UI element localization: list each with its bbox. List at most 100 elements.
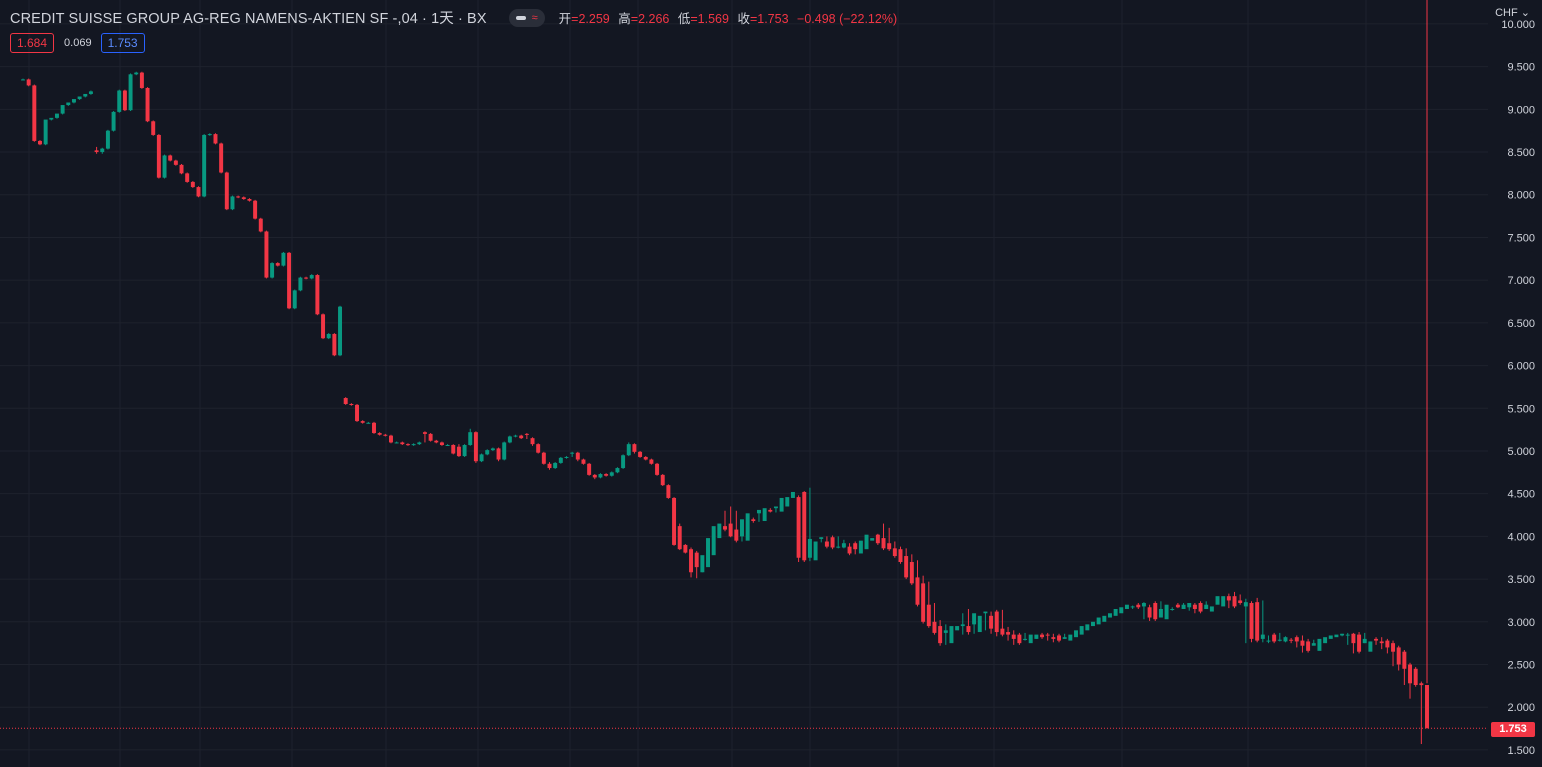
candle-body [173,160,178,165]
candle-body [1391,643,1396,652]
candle-body [32,85,37,141]
candle-body [83,93,88,97]
visibility-toggle[interactable]: ≈ [508,8,545,27]
y-tick-label: 2.500 [1507,660,1535,672]
candle-body [326,333,331,339]
candle-body [1328,635,1333,639]
close-label: 收 [737,12,750,26]
candle-body [411,444,416,446]
candle-body [360,421,365,423]
candle-body [864,534,869,550]
candle-body [1192,604,1197,609]
candle-body [989,615,994,629]
candle-body [1306,641,1311,651]
candle-body [1147,607,1152,618]
candle-body [1040,634,1045,638]
candle-body [1419,683,1424,686]
candle-body [609,472,614,476]
candle-body [343,398,348,404]
candle-body [105,130,110,149]
candle-body [1345,634,1350,636]
candle-body [1175,604,1180,608]
candle-body [77,96,82,100]
candle-body [1226,596,1231,601]
candle-body [1362,638,1367,644]
candle-body [281,252,286,266]
candle-body [1413,668,1418,686]
buy-price-button[interactable]: 1.753 [100,33,145,53]
candle-body [717,523,722,539]
candle-body [507,436,512,443]
candle-body [1243,602,1248,607]
candle-body [1091,621,1095,627]
candle-body [1323,637,1328,644]
candle-body [156,134,161,178]
candle-body [1045,634,1050,636]
candle-body [672,497,677,545]
candle-body [756,509,761,514]
candle-body [513,435,518,437]
candle-body [972,613,977,625]
currency-selector[interactable]: CHF ⌄ [1495,6,1530,19]
eye-icon[interactable] [515,15,526,20]
candle-body [779,497,784,512]
candle-body [1074,630,1078,638]
candle-body [1266,640,1271,642]
candle-body [1181,604,1186,609]
candle-body [955,626,960,631]
y-tick-label: 4.000 [1507,531,1535,543]
candle-body [1289,639,1294,641]
candle-body [71,99,76,103]
sell-price-button[interactable]: 1.684 [10,33,55,53]
candle-body [819,537,824,539]
candle-body [1113,608,1118,616]
candle-body [949,626,954,644]
candle-body [519,435,524,439]
candle-body [870,538,875,541]
open-value: =2.259 [571,12,610,26]
candle-body [762,508,767,522]
candle-body [451,444,456,454]
low-label: 低 [677,12,691,26]
candle-body [405,444,410,446]
candle-body [983,611,988,614]
candle-body [836,546,841,548]
candle-body [456,446,461,457]
candle-body [490,448,495,451]
candle-body [887,543,892,550]
y-tick-label: 10.000 [1501,19,1535,31]
candle-body [921,583,926,622]
candle-body [1136,604,1141,608]
candle-body [1107,613,1112,618]
candle-body [1215,596,1220,605]
candle-body [1062,637,1067,639]
candle-body [1034,634,1039,639]
candle-body [660,474,665,486]
candle-body [54,113,59,118]
wave-icon[interactable]: ≈ [531,11,538,24]
candle-body [830,537,835,548]
open-label: 开 [558,12,572,26]
bid-ask-badges: 1.684 0.069 1.753 [10,33,145,53]
y-tick-label: 9.500 [1507,62,1535,74]
candle-body [462,444,467,457]
candle-body [1158,608,1163,618]
candle-body [960,624,965,627]
candle-body [66,102,71,106]
candle-body [1402,651,1407,669]
symbol-title[interactable]: CREDIT SUISSE GROUP AG-REG NAMENS-AKTIEN… [10,11,487,27]
candle-body [1164,604,1169,620]
candle-body [881,538,886,549]
candle-body [564,456,569,458]
candle-body [768,509,773,512]
candle-body [938,626,943,644]
candle-body [706,538,710,568]
candle-body [943,630,948,633]
candle-body [1238,600,1243,604]
candle-body [1334,634,1339,638]
candle-body [694,552,699,568]
candle-body [1187,603,1192,608]
candle-body [1255,602,1260,641]
candle-body [1385,640,1390,648]
